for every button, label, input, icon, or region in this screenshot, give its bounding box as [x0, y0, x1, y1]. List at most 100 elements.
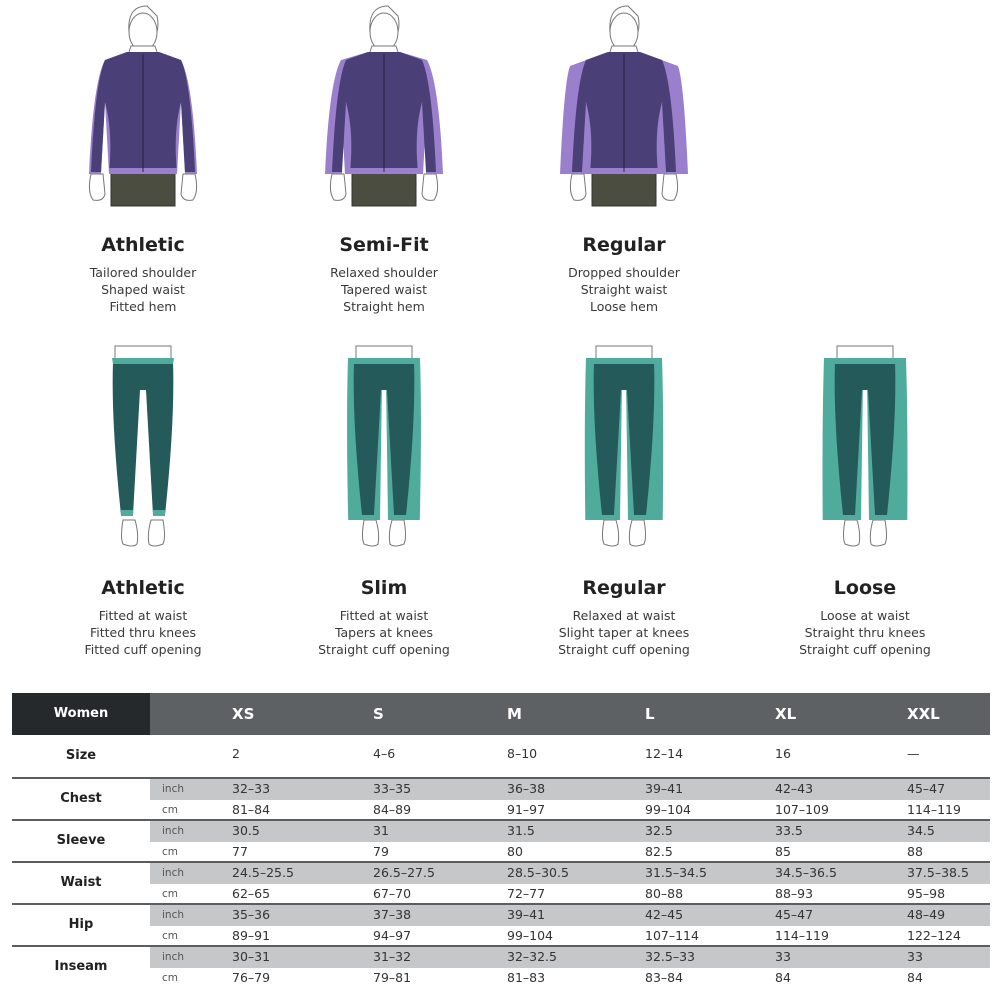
pants-fit-description: Regular Relaxed at waist Slight taper at k… — [514, 575, 734, 658]
fit-title: Slim — [360, 577, 408, 599]
size-cell: 12–14 — [645, 746, 684, 761]
women-size-table: Women XS S M L XL XXL Size 2 4–6 8–10 12–14 16 — Che… — [12, 693, 990, 993]
table-corner-label: Women — [12, 693, 150, 735]
jackets-figure — [314, 2, 454, 216]
inch-cell: 35–36 — [232, 907, 271, 922]
waist — [114, 345, 172, 358]
fit-detail: Tapered waist — [340, 282, 428, 297]
collar — [609, 45, 639, 53]
waist — [595, 345, 653, 358]
cuff — [153, 510, 165, 516]
unit-label-cm: cm — [162, 930, 179, 942]
inch-cell: 42–45 — [645, 907, 684, 922]
hands — [88, 173, 198, 201]
size-column-header: S — [373, 705, 384, 723]
jackets-fit-description: Regular Dropped shoulder Straight waist Loo… — [514, 232, 734, 315]
group-divider — [12, 903, 990, 905]
pants-figure — [324, 340, 444, 554]
inch-cell: 45–47 — [775, 907, 814, 922]
waistband — [112, 358, 174, 364]
size-cell: — — [907, 746, 920, 761]
inch-cell: 45–47 — [907, 781, 946, 796]
cm-cell: 79–81 — [373, 970, 412, 985]
cm-cell: 67–70 — [373, 886, 412, 901]
pants-body — [353, 362, 415, 515]
waistband — [593, 358, 655, 364]
fit-detail: Fitted cuff opening — [84, 642, 202, 657]
cm-cell: 114–119 — [907, 802, 961, 817]
cm-cell: 99–104 — [507, 928, 554, 943]
pants-body — [112, 362, 174, 515]
inch-cell: 33 — [775, 949, 791, 964]
cm-cell: 88 — [907, 844, 923, 859]
fit-title: Regular — [582, 234, 666, 256]
unit-label-cm: cm — [162, 846, 179, 858]
inch-row-band — [150, 905, 990, 926]
fit-detail: Straight hem — [343, 299, 425, 314]
inch-cell: 33–35 — [373, 781, 412, 796]
fit-detail: Straight thru knees — [804, 625, 926, 640]
size-cell: 8–10 — [507, 746, 538, 761]
inch-cell: 32–32.5 — [507, 949, 557, 964]
fit-detail: Dropped shoulder — [568, 265, 680, 280]
group-divider — [12, 819, 990, 821]
size-column-header: XXL — [907, 705, 940, 723]
inch-cell: 24.5–25.5 — [232, 865, 294, 880]
fit-detail: Fitted at waist — [339, 608, 429, 623]
inch-cell: 42–43 — [775, 781, 814, 796]
inch-cell: 31.5–34.5 — [645, 865, 707, 880]
inch-cell: 33.5 — [775, 823, 803, 838]
pants-fit-description: Athletic Fitted at waist Fitted thru knees… — [33, 575, 253, 658]
unit-label-inch: inch — [162, 783, 184, 795]
group-divider — [12, 777, 990, 779]
size-cell: 16 — [775, 746, 791, 761]
pants-figure — [805, 340, 925, 554]
collar — [369, 45, 399, 53]
size-cell: 2 — [232, 746, 240, 761]
fit-detail: Straight cuff opening — [799, 642, 931, 657]
shorts — [591, 169, 657, 207]
inch-cell: 34.5 — [907, 823, 935, 838]
jackets-fit-description: Semi-Fit Relaxed shoulder Tapered waist Str… — [274, 232, 494, 315]
unit-label-cm: cm — [162, 888, 179, 900]
cm-cell: 84–89 — [373, 802, 412, 817]
table-header: Women XS S M L XL XXL — [12, 693, 990, 735]
inch-cell: 31.5 — [507, 823, 535, 838]
inch-cell: 32–33 — [232, 781, 271, 796]
fit-title: Athletic — [101, 577, 185, 599]
cm-cell: 91–97 — [507, 802, 546, 817]
inch-cell: 31 — [373, 823, 389, 838]
cm-cell: 99–104 — [645, 802, 692, 817]
cm-cell: 81–84 — [232, 802, 271, 817]
feet — [362, 519, 406, 547]
row-label-chest: Chest — [60, 791, 102, 806]
waistband — [834, 358, 896, 364]
fit-detail: Relaxed shoulder — [330, 265, 438, 280]
jackets-fit-description: Athletic Tailored shoulder Shaped waist Fit… — [33, 232, 253, 315]
inch-cell: 33 — [907, 949, 923, 964]
inch-cell: 31–32 — [373, 949, 412, 964]
pants-fit-description: Loose Loose at waist Straight thru knees St… — [755, 575, 975, 658]
cm-cell: 82.5 — [645, 844, 673, 859]
inch-cell: 32.5–33 — [645, 949, 695, 964]
cm-cell: 95–98 — [907, 886, 946, 901]
cm-cell: 79 — [373, 844, 389, 859]
feet — [602, 519, 646, 547]
cm-cell: 62–65 — [232, 886, 271, 901]
fit-title: Semi-Fit — [339, 234, 429, 256]
fit-detail: Slight taper at knees — [558, 625, 690, 640]
fit-detail: Straight waist — [580, 282, 668, 297]
jackets-figure — [554, 2, 694, 216]
pants-body — [834, 362, 896, 515]
fit-detail: Loose hem — [589, 299, 658, 314]
pants-illustration — [347, 345, 421, 547]
row-label-size: Size — [65, 748, 97, 763]
jacket-illustration — [88, 5, 198, 207]
feet — [121, 519, 165, 547]
cm-cell: 84 — [907, 970, 923, 985]
inch-cell: 30.5 — [232, 823, 260, 838]
cm-cell: 107–109 — [775, 802, 829, 817]
cm-cell: 84 — [775, 970, 791, 985]
fit-detail: Straight cuff opening — [318, 642, 450, 657]
cm-cell: 114–119 — [775, 928, 829, 943]
